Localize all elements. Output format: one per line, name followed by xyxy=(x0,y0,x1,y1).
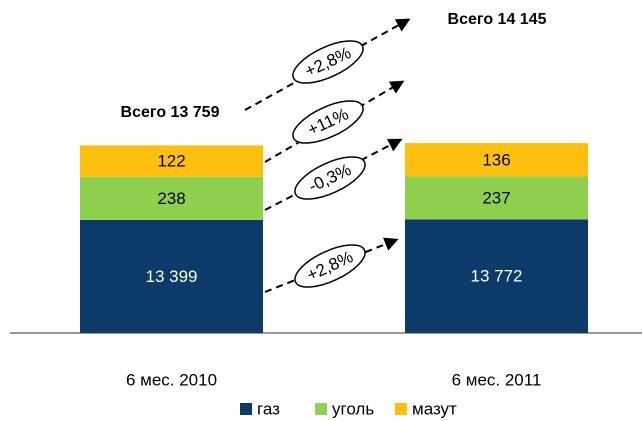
total-label: Всего 13 759 xyxy=(121,104,220,121)
annotation-oval xyxy=(292,100,364,144)
total-label: Всего 14 145 xyxy=(448,11,547,28)
value-label: 122 xyxy=(157,152,185,171)
x-tick-label: 6 мес. 2010 xyxy=(126,370,217,389)
annotation-oval xyxy=(294,244,366,288)
legend-label: уголь xyxy=(332,399,374,418)
bar-segment xyxy=(405,219,588,333)
bar-segment xyxy=(405,143,588,177)
legend-swatch xyxy=(395,403,407,415)
bar-segment xyxy=(80,145,263,177)
value-label: 237 xyxy=(482,188,510,207)
x-tick-label: 6 мес. 2011 xyxy=(452,370,542,389)
legend-label: газ xyxy=(257,399,280,418)
legend-label: мазут xyxy=(412,399,457,418)
bar-segment xyxy=(80,176,263,220)
value-label: 13 772 xyxy=(471,267,523,286)
value-label: 238 xyxy=(157,189,185,208)
bar-segment xyxy=(80,219,263,333)
arrow xyxy=(264,80,405,163)
bar-segment xyxy=(405,176,588,220)
legend-swatch xyxy=(240,403,252,415)
value-label: 136 xyxy=(482,150,510,169)
annotation-oval xyxy=(294,156,366,200)
annotation-oval xyxy=(292,40,364,84)
legend-swatch xyxy=(315,403,327,415)
value-label: 13 399 xyxy=(146,267,198,286)
